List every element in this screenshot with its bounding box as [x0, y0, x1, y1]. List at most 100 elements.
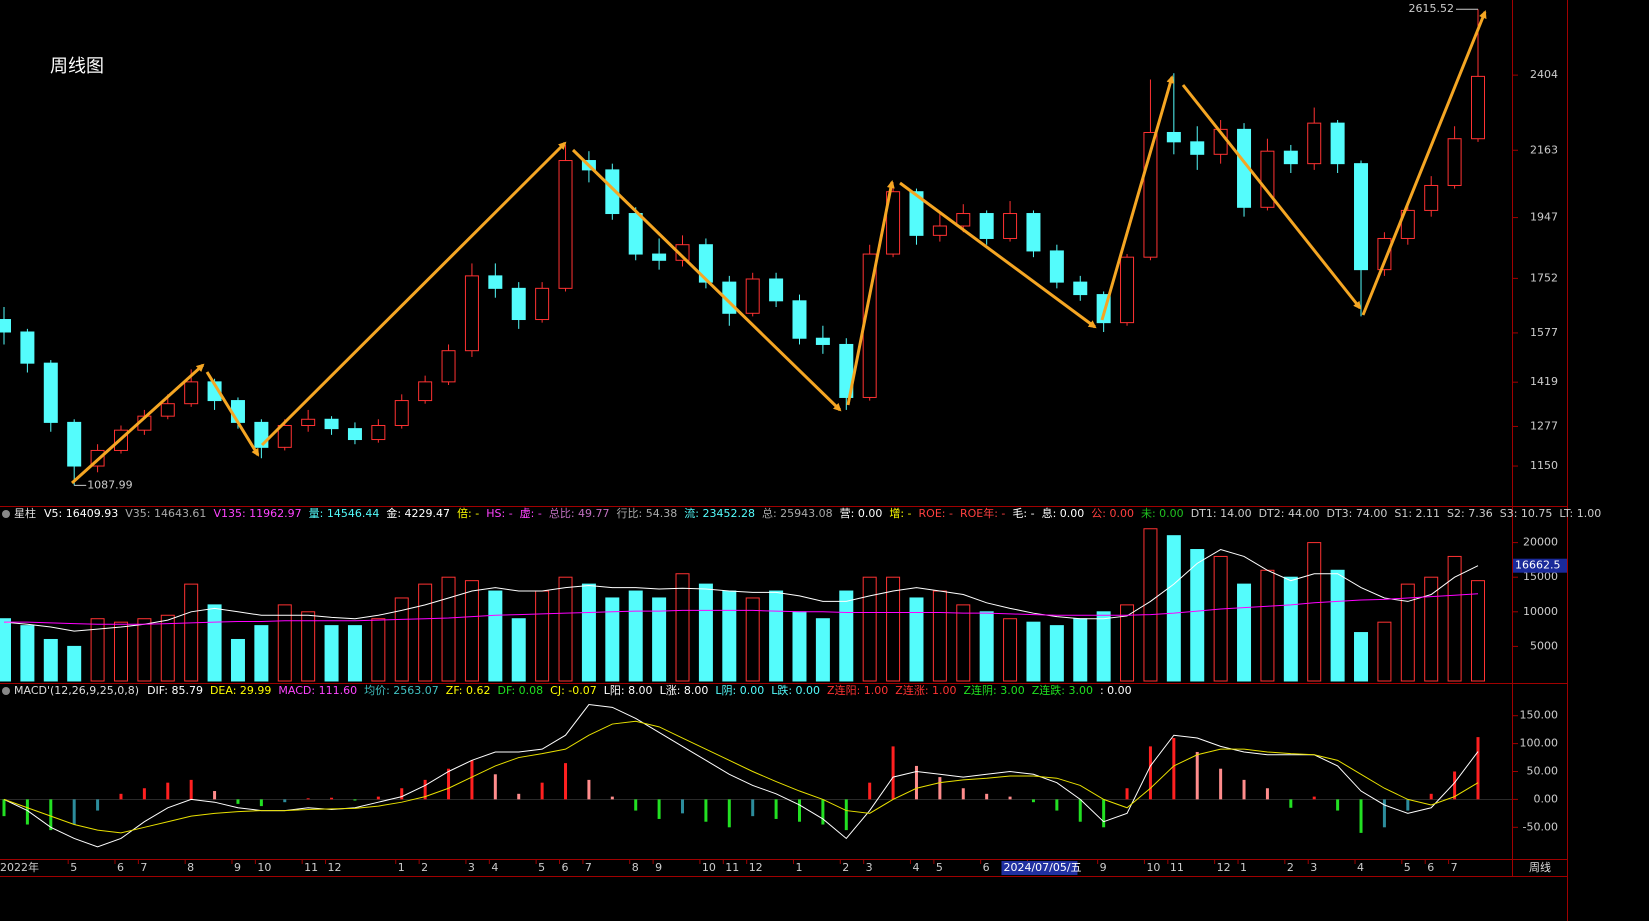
candle-body	[909, 191, 924, 236]
indicator-value: Z连阴: 3.00	[964, 684, 1025, 697]
candle-body	[1471, 75, 1485, 140]
candle-body	[839, 343, 854, 398]
indicator-value: Z连阳: 1.00	[827, 684, 888, 697]
indicator-value: ZF: 0.62	[446, 684, 491, 697]
candle-body	[160, 403, 175, 417]
indicator-value: DEA: 29.99	[210, 684, 271, 697]
candle-body	[441, 350, 456, 383]
indicator-value: V135: 11962.97	[213, 507, 301, 520]
volume-bar	[1260, 569, 1275, 682]
volume-bar	[745, 597, 760, 682]
volume-bar	[488, 590, 503, 682]
candle-body	[43, 362, 58, 423]
volume-bar	[137, 618, 152, 682]
x-tick-label: 12	[749, 861, 763, 874]
x-tick-label: 6	[983, 861, 990, 874]
candle-body	[1026, 213, 1041, 252]
x-tick-label: 3	[866, 861, 873, 874]
y-tick-label: 100.00	[1520, 737, 1559, 750]
volume-bar	[605, 597, 620, 682]
volume-bar	[67, 645, 82, 682]
indicator-line	[3, 548, 1479, 632]
volume-bar	[113, 621, 128, 682]
y-tick-label: -50.00	[1523, 820, 1558, 833]
x-cursor-box	[1001, 861, 1078, 875]
candle-body	[1003, 213, 1018, 239]
candle-body	[1049, 250, 1064, 283]
x-tick-label: 10	[702, 861, 716, 874]
volume-bar	[1003, 618, 1018, 682]
x-tick-label: 1	[398, 861, 405, 874]
volume-bar	[20, 625, 35, 682]
indicator-value: MACD: 111.60	[278, 684, 357, 697]
volume-bar	[184, 583, 199, 682]
x-tick-label: 11	[1170, 861, 1184, 874]
x-tick-label: 2022年	[0, 860, 39, 874]
volume-bar	[581, 583, 596, 682]
volume-bar	[1026, 621, 1041, 682]
volume-bar	[839, 590, 854, 682]
y-tick-label: 20000	[1523, 536, 1558, 549]
indicator-value: 量: 14546.44	[309, 507, 380, 520]
x-tick-label: 6	[562, 861, 569, 874]
period-label: 周线	[1529, 860, 1551, 874]
volume-bar	[909, 597, 924, 682]
candle-body	[979, 213, 994, 239]
x-tick-label: 2024/07/05/五	[1003, 861, 1081, 874]
candle-body	[1377, 237, 1392, 271]
panel-name: MACD'(12,26,9,25,0,8)	[14, 684, 139, 697]
last-value-label: 16662.5	[1515, 559, 1561, 572]
volume-bar	[324, 625, 339, 682]
volume-bar	[1213, 555, 1228, 682]
candle-body	[558, 160, 573, 289]
y-tick-label: 150.00	[1520, 709, 1559, 722]
indicator-value: DIF: 85.79	[147, 684, 203, 697]
candle-body	[956, 213, 971, 227]
indicator-value: Z连跌: 3.00	[1032, 683, 1093, 697]
candle-body	[1424, 184, 1439, 211]
x-tick-label: 9	[1100, 861, 1107, 874]
volume-bar	[1120, 604, 1135, 682]
indicator-value: L涨: 8.00	[660, 684, 709, 697]
candle-body	[535, 287, 550, 321]
candle-body	[605, 169, 620, 215]
candle-body	[1307, 122, 1322, 165]
y-tick-label: 1947	[1530, 211, 1558, 224]
candle-body	[418, 381, 433, 402]
indicator-value: V5: 16409.93	[44, 507, 118, 520]
x-tick-label: 11	[725, 861, 739, 874]
x-tick-label: 8	[632, 861, 639, 874]
candle-body	[675, 244, 690, 261]
volume-bar	[1354, 632, 1369, 682]
candle-body	[511, 287, 526, 321]
candle-body	[301, 418, 316, 427]
indicator-value: 增: -	[889, 506, 911, 520]
indicator-value: LT: 1.00	[1559, 507, 1601, 520]
x-tick-label: 5	[70, 861, 77, 874]
indicator-value: 行比: 54.38	[617, 507, 678, 520]
volume-bar	[394, 597, 409, 682]
candle-body	[1330, 122, 1345, 165]
x-tick-label: 7	[1451, 861, 1458, 874]
x-tick-label: 12	[328, 861, 342, 874]
y-tick-label: 10000	[1523, 605, 1558, 618]
candle-body	[1447, 138, 1462, 186]
y-tick-label: 1277	[1530, 419, 1558, 432]
candle-body	[67, 421, 82, 467]
candle-body	[20, 331, 35, 364]
y-tick-label: 2163	[1530, 143, 1558, 156]
y-tick-label: 1752	[1530, 271, 1558, 284]
x-tick-label: 3	[468, 861, 475, 874]
x-tick-label: 9	[655, 861, 662, 874]
indicator-value: 虚: -	[520, 507, 542, 520]
x-tick-label: 7	[140, 861, 147, 874]
volume-bar	[1096, 611, 1111, 682]
volume-bar	[160, 614, 175, 682]
volume-bar	[652, 597, 667, 682]
volume-bar	[815, 618, 830, 682]
candle-body	[1166, 131, 1181, 143]
indicator-value: DF: 0.08	[498, 684, 544, 697]
indicator-value: 总比: 49.77	[549, 506, 610, 520]
indicator-value: 营: 0.00	[840, 506, 883, 520]
